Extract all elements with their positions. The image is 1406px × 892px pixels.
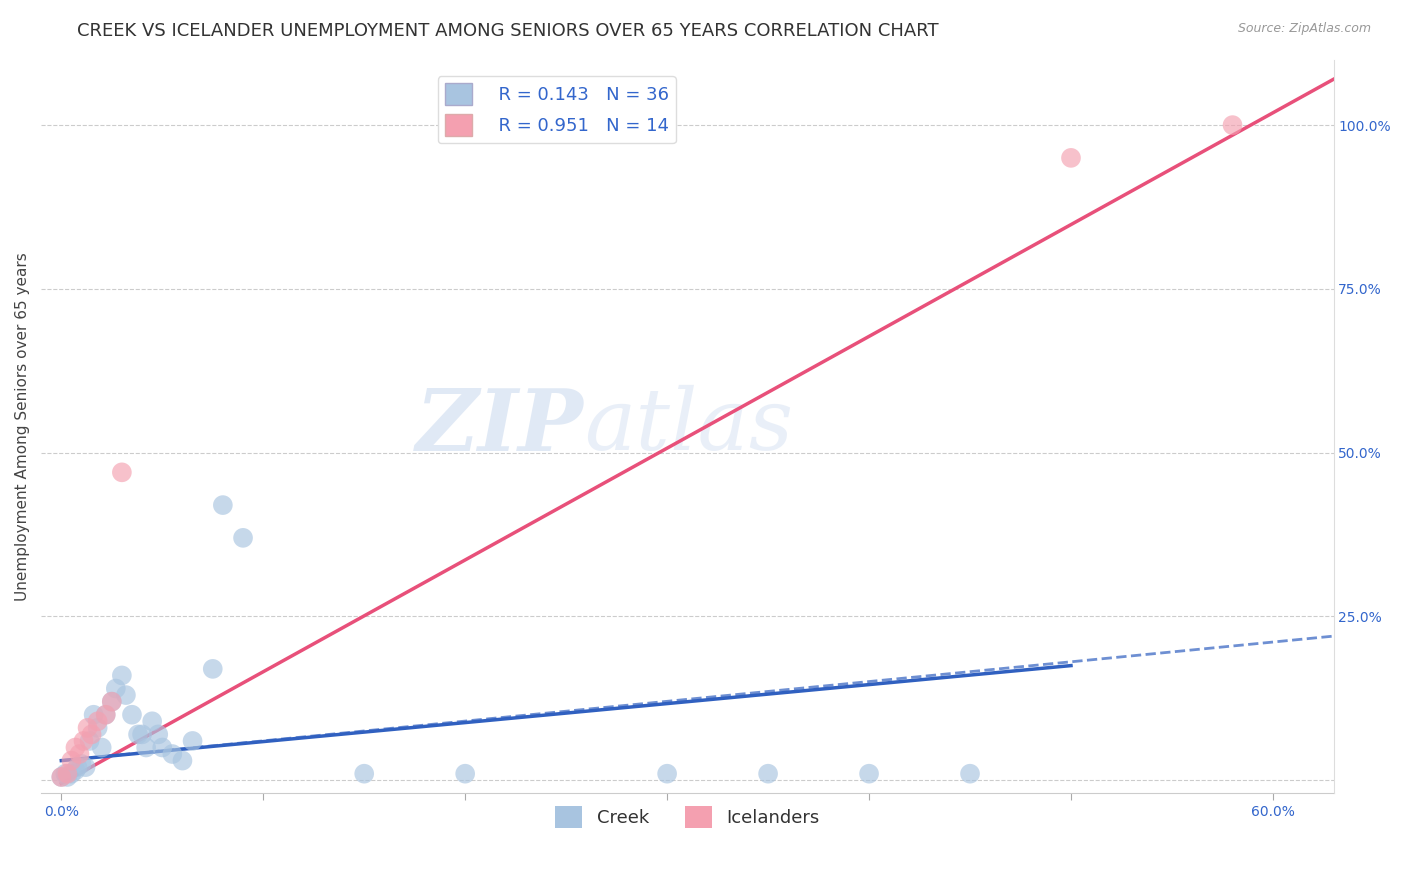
Point — [201, 662, 224, 676]
Point — [65, 764, 87, 778]
Point — [60, 754, 83, 768]
Point — [51, 770, 73, 784]
Point — [131, 727, 153, 741]
Point — [101, 695, 124, 709]
Point — [79, 734, 101, 748]
Text: atlas: atlas — [583, 385, 793, 467]
Point — [232, 531, 254, 545]
Point — [162, 747, 184, 761]
Point — [212, 498, 235, 512]
Point — [70, 756, 93, 771]
Point — [65, 740, 87, 755]
Point — [141, 714, 163, 729]
Point — [1222, 118, 1244, 132]
Point — [756, 766, 779, 780]
Point — [83, 707, 105, 722]
Point — [86, 714, 108, 729]
Point — [53, 766, 76, 780]
Point — [353, 766, 375, 780]
Point — [127, 727, 149, 741]
Point — [94, 707, 117, 722]
Point — [172, 754, 194, 768]
Point — [454, 766, 477, 780]
Point — [111, 668, 134, 682]
Point — [148, 727, 170, 741]
Point — [655, 766, 678, 780]
Point — [94, 707, 117, 722]
Point — [60, 766, 83, 780]
Point — [101, 695, 124, 709]
Text: Source: ZipAtlas.com: Source: ZipAtlas.com — [1237, 22, 1371, 36]
Text: ZIP: ZIP — [416, 384, 583, 468]
Point — [51, 770, 73, 784]
Y-axis label: Unemployment Among Seniors over 65 years: Unemployment Among Seniors over 65 years — [15, 252, 30, 601]
Point — [69, 747, 91, 761]
Point — [75, 760, 97, 774]
Point — [56, 766, 79, 780]
Point — [66, 760, 89, 774]
Point — [858, 766, 880, 780]
Point — [72, 734, 94, 748]
Text: CREEK VS ICELANDER UNEMPLOYMENT AMONG SENIORS OVER 65 YEARS CORRELATION CHART: CREEK VS ICELANDER UNEMPLOYMENT AMONG SE… — [77, 22, 939, 40]
Point — [86, 721, 108, 735]
Point — [1060, 151, 1083, 165]
Point — [90, 740, 112, 755]
Point — [135, 740, 157, 755]
Point — [115, 688, 138, 702]
Point — [121, 707, 143, 722]
Point — [76, 721, 98, 735]
Point — [959, 766, 981, 780]
Point — [181, 734, 204, 748]
Point — [56, 770, 79, 784]
Legend: Creek, Icelanders: Creek, Icelanders — [548, 799, 827, 836]
Point — [111, 466, 134, 480]
Point — [104, 681, 127, 696]
Point — [150, 740, 173, 755]
Point — [80, 727, 103, 741]
